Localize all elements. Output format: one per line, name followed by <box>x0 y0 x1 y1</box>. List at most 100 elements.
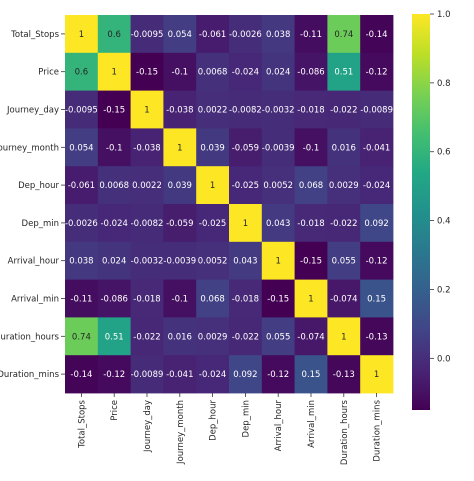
heatmap-cell <box>196 204 230 243</box>
heatmap-cell <box>327 90 361 129</box>
heatmap-cell <box>327 52 361 91</box>
cell-value-label: 0.0052 <box>263 181 293 191</box>
heatmap-cell <box>261 166 295 205</box>
colorbar-tick-label: 1.0 <box>437 10 451 20</box>
cell-value-label: -0.15 <box>136 68 158 78</box>
cell-value-label: -0.0032 <box>131 257 164 267</box>
heatmap-cell <box>261 90 295 129</box>
heatmap-cell <box>229 204 263 243</box>
cell-value-label: 0.51 <box>334 68 353 78</box>
cell-value-label: -0.0082 <box>131 219 164 229</box>
cell-value-label: -0.11 <box>70 295 92 305</box>
heatmap-cell <box>97 241 131 280</box>
cell-value-label: 0.0052 <box>198 257 228 267</box>
heatmap-cell <box>360 128 394 167</box>
heatmap-cell <box>65 241 99 280</box>
cell-value-label: -0.13 <box>366 332 388 342</box>
cell-value-label: -0.086 <box>297 68 324 78</box>
column-label: Arrival_min <box>307 400 317 448</box>
heatmap-cell <box>261 355 295 394</box>
column-label: Total_Stops <box>77 399 87 448</box>
heatmap-cell <box>97 128 131 167</box>
cell-value-label: -0.12 <box>366 68 388 78</box>
heatmap-cell <box>65 279 99 318</box>
heatmap-cell <box>163 241 197 280</box>
colorbar-tick-label: 0.6 <box>437 148 451 158</box>
heatmap-cell <box>163 355 197 394</box>
cell-value-label: -0.12 <box>103 370 125 380</box>
heatmap-cell <box>97 166 131 205</box>
cell-value-label: 1 <box>374 370 379 380</box>
heatmap-cell <box>196 241 230 280</box>
colorbar-ticks: 0.0 0.2 0.4 0.6 0.8 1.0 <box>430 10 451 364</box>
cell-value-label: 0.15 <box>367 295 386 305</box>
heatmap-cell <box>130 166 164 205</box>
row-label: Journey_month <box>0 143 59 153</box>
cell-value-label: -0.061 <box>199 30 226 40</box>
heatmap-cell <box>163 90 197 129</box>
heatmap-cells: 1 0.6 -0.0095 0.054 -0.061 -0.0026 0.038 -0.11 0… <box>65 15 394 394</box>
row-label: Duration_mins <box>0 370 60 380</box>
heatmap-cell <box>163 166 197 205</box>
cell-value-label: 0.054 <box>69 143 93 153</box>
heatmap-cell <box>196 355 230 394</box>
colorbar-tick-label: 0.4 <box>437 217 451 227</box>
heatmap-cell <box>229 52 263 91</box>
cell-value-label: 1 <box>111 68 116 78</box>
heatmap-cell <box>261 204 295 243</box>
cell-value-label: 0.51 <box>105 332 124 342</box>
cell-value-label: -0.13 <box>333 370 355 380</box>
heatmap-cell <box>327 15 361 54</box>
cell-value-label: -0.1 <box>106 143 123 153</box>
heatmap-cell <box>327 204 361 243</box>
colorbar-tick-label: 0.0 <box>437 354 451 364</box>
cell-value-label: 0.054 <box>168 30 192 40</box>
cell-value-label: -0.1 <box>172 295 189 305</box>
heatmap-cell <box>261 317 295 356</box>
heatmap-cell <box>130 241 164 280</box>
heatmap-cell <box>360 317 394 356</box>
cell-value-label: -0.024 <box>199 370 226 380</box>
heatmap-cell <box>229 15 263 54</box>
heatmap-cell <box>360 90 394 129</box>
cell-value-label: -0.0026 <box>229 30 262 40</box>
heatmap-cell <box>261 241 295 280</box>
cell-value-label: -0.15 <box>267 295 289 305</box>
heatmap-cell <box>130 15 164 54</box>
cell-value-label: -0.0089 <box>131 370 164 380</box>
cell-value-label: -0.074 <box>330 295 357 305</box>
cell-value-label: 1 <box>177 143 182 153</box>
column-label: Arrival_hour <box>274 400 284 452</box>
cell-value-label: -0.0026 <box>65 219 98 229</box>
cell-value-label: 0.6 <box>75 68 89 78</box>
cell-value-label: 0.068 <box>299 181 323 191</box>
cell-value-label: -0.1 <box>303 143 320 153</box>
column-label: Journey_day <box>143 400 153 453</box>
cell-value-label: 0.043 <box>266 219 290 229</box>
cell-value-label: 0.092 <box>364 219 388 229</box>
heatmap-cell <box>163 15 197 54</box>
row-label: Arrival_min <box>11 295 59 305</box>
cell-value-label: 0.0068 <box>99 181 129 191</box>
heatmap-cell <box>261 128 295 167</box>
cell-value-label: -0.14 <box>70 370 92 380</box>
heatmap-cell <box>163 317 197 356</box>
cell-value-label: -0.15 <box>103 106 125 116</box>
heatmap-cell <box>327 166 361 205</box>
cell-value-label: 0.0029 <box>198 332 228 342</box>
cell-value-label: -0.0089 <box>360 106 393 116</box>
cell-value-label: -0.0095 <box>131 30 164 40</box>
heatmap-cell <box>294 241 328 280</box>
cell-value-label: 1 <box>243 219 248 229</box>
heatmap-cell <box>130 52 164 91</box>
cell-value-label: 0.039 <box>168 181 192 191</box>
row-label: Journey_day <box>6 106 59 116</box>
cell-value-label: 1 <box>275 257 280 267</box>
heatmap-cell <box>97 90 131 129</box>
heatmap-cell <box>196 166 230 205</box>
cell-value-label: 0.74 <box>72 332 91 342</box>
heatmap-cell <box>360 15 394 54</box>
heatmap-cell <box>360 355 394 394</box>
heatmap-cell <box>65 128 99 167</box>
cell-value-label: 0.068 <box>200 295 224 305</box>
